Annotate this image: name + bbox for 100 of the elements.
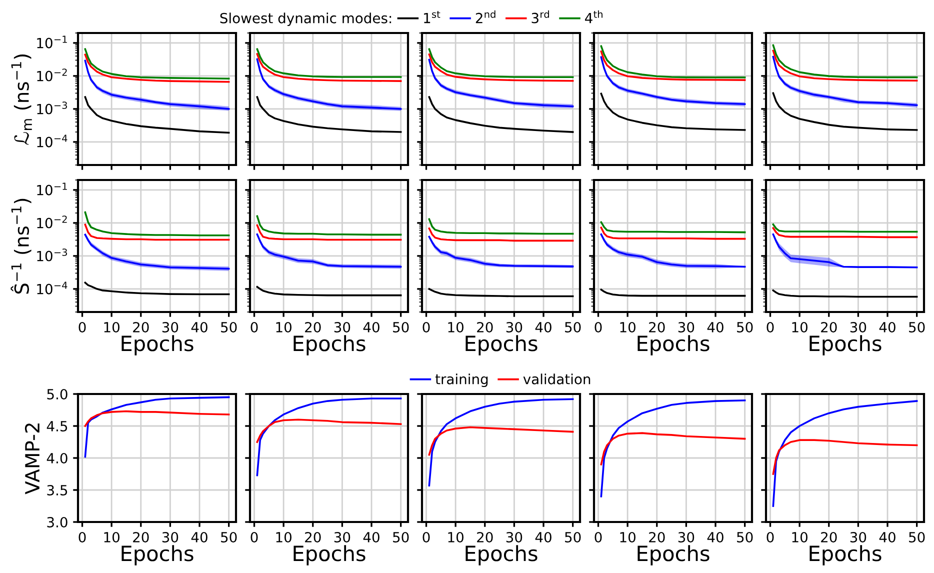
x-tick-label: 10 — [276, 532, 292, 542]
legend-label: 2$^{nd}$ — [476, 10, 496, 24]
x-tick-label: 0 — [250, 322, 258, 332]
x-tick-label: 40 — [879, 322, 896, 332]
x-tick-label: 50 — [565, 532, 581, 542]
x-axis-title: Epochs — [294, 545, 366, 566]
x-tick-label: 30 — [850, 532, 866, 542]
x-tick-label: 50 — [737, 532, 753, 542]
y-tick-label: 4.5 — [46, 421, 68, 432]
x-tick-label: 20 — [477, 532, 493, 542]
y-tick-label: 10$^{−2}$ — [37, 216, 67, 228]
x-tick-label: 50 — [393, 322, 409, 332]
x-tick-label: 30 — [334, 532, 350, 542]
x-tick-label: 10 — [104, 322, 120, 332]
x-axis-title: Epochs — [122, 545, 194, 566]
x-tick-label: 40 — [707, 532, 724, 542]
x-tick-label: 0 — [422, 532, 430, 542]
line-series — [84, 96, 230, 134]
y-tick-label: 3.5 — [47, 484, 68, 496]
x-tick-label: 50 — [737, 322, 753, 332]
x-tick-label: 10 — [620, 322, 636, 332]
x-tick-label: 0 — [250, 532, 258, 542]
x-axis-title: Epochs — [466, 545, 538, 566]
x-tick-label: 40 — [363, 532, 380, 542]
legend-label: validation — [523, 374, 590, 384]
y-tick-label: 3.0 — [47, 516, 68, 528]
x-axis-title: Epochs — [466, 335, 538, 356]
x-tick-label: 10 — [620, 532, 636, 542]
x-tick-label: 20 — [305, 532, 321, 542]
x-tick-label: 30 — [678, 322, 694, 332]
x-tick-label: 0 — [766, 322, 774, 332]
legend-label: training — [435, 374, 488, 388]
line-series — [84, 48, 230, 80]
legend-label: 4$^{th}$ — [585, 10, 602, 24]
x-tick-label: 0 — [78, 532, 86, 542]
x-tick-label: 10 — [276, 322, 292, 332]
x-tick-label: 30 — [334, 322, 350, 332]
y-tick-label: 4.0 — [46, 452, 68, 464]
line-series — [84, 282, 230, 296]
y-axis-title: VAMP-2 — [24, 424, 40, 494]
x-axis-title: Epochs — [294, 335, 366, 356]
x-tick-label: 40 — [535, 532, 552, 542]
line-series — [84, 224, 230, 241]
x-tick-label: 30 — [506, 322, 522, 332]
x-tick-label: 10 — [448, 322, 464, 332]
line-series — [84, 211, 230, 236]
x-tick-label: 40 — [191, 532, 208, 542]
y-tick-label: 10$^{−2}$ — [37, 68, 67, 82]
y-tick-label: 10$^{−4}$ — [37, 134, 68, 148]
line-series — [84, 54, 230, 83]
y-tick-label: 10$^{−4}$ — [37, 282, 68, 294]
line-series — [84, 410, 230, 427]
x-tick-label: 10 — [792, 532, 808, 542]
x-axis-title: Epochs — [122, 335, 194, 356]
x-tick-label: 20 — [477, 322, 493, 332]
x-tick-label: 0 — [594, 532, 602, 542]
x-tick-label: 30 — [850, 322, 866, 332]
line-series — [84, 396, 230, 458]
x-tick-label: 20 — [649, 322, 665, 332]
x-tick-label: 20 — [305, 322, 321, 332]
x-tick-label: 10 — [448, 532, 464, 542]
x-tick-label: 30 — [162, 532, 178, 542]
x-tick-label: 30 — [162, 322, 178, 332]
x-tick-label: 20 — [821, 532, 837, 542]
x-tick-label: 30 — [678, 532, 694, 542]
y-tick-label: 5.0 — [47, 388, 68, 400]
y-tick-label: 10$^{−1}$ — [37, 36, 67, 48]
x-tick-label: 50 — [909, 532, 925, 542]
x-tick-label: 10 — [792, 322, 808, 332]
y-axis-title: ℒ$_{m}$ (ns$^{−1}$) — [11, 54, 32, 145]
x-tick-label: 0 — [422, 322, 430, 332]
x-tick-label: 30 — [506, 532, 522, 542]
y-tick-label: 10$^{−1}$ — [37, 182, 67, 196]
x-tick-label: 50 — [221, 532, 237, 542]
x-tick-label: 0 — [766, 532, 774, 542]
x-axis-title: Epochs — [638, 545, 710, 566]
x-tick-label: 50 — [565, 322, 581, 332]
x-tick-label: 40 — [363, 322, 380, 332]
x-axis-title: Epochs — [638, 335, 710, 356]
legend-title: Slowest dynamic modes: — [220, 12, 392, 26]
x-tick-label: 20 — [133, 532, 149, 542]
legend-label: 1$^{st}$ — [424, 10, 440, 24]
y-axis-title: Ŝ$^{−1}$ (ns$^{−1}$) — [10, 198, 32, 294]
x-tick-label: 40 — [191, 322, 208, 332]
x-tick-label: 20 — [821, 322, 837, 332]
y-tick-label: 10$^{−3}$ — [37, 102, 67, 114]
x-tick-label: 50 — [393, 532, 409, 542]
x-tick-label: 50 — [221, 322, 237, 332]
x-tick-label: 50 — [909, 322, 925, 332]
x-tick-label: 20 — [649, 532, 665, 542]
x-tick-label: 40 — [535, 322, 552, 332]
x-tick-label: 40 — [879, 532, 896, 542]
x-tick-label: 0 — [594, 322, 602, 332]
legend-label: 3$^{rd}$ — [532, 10, 549, 24]
y-tick-label: 10$^{−3}$ — [37, 248, 67, 262]
x-tick-label: 10 — [104, 532, 120, 542]
x-tick-label: 20 — [133, 322, 149, 332]
x-tick-label: 0 — [78, 322, 86, 332]
x-axis-title: Epochs — [810, 545, 882, 566]
x-axis-title: Epochs — [810, 335, 882, 356]
